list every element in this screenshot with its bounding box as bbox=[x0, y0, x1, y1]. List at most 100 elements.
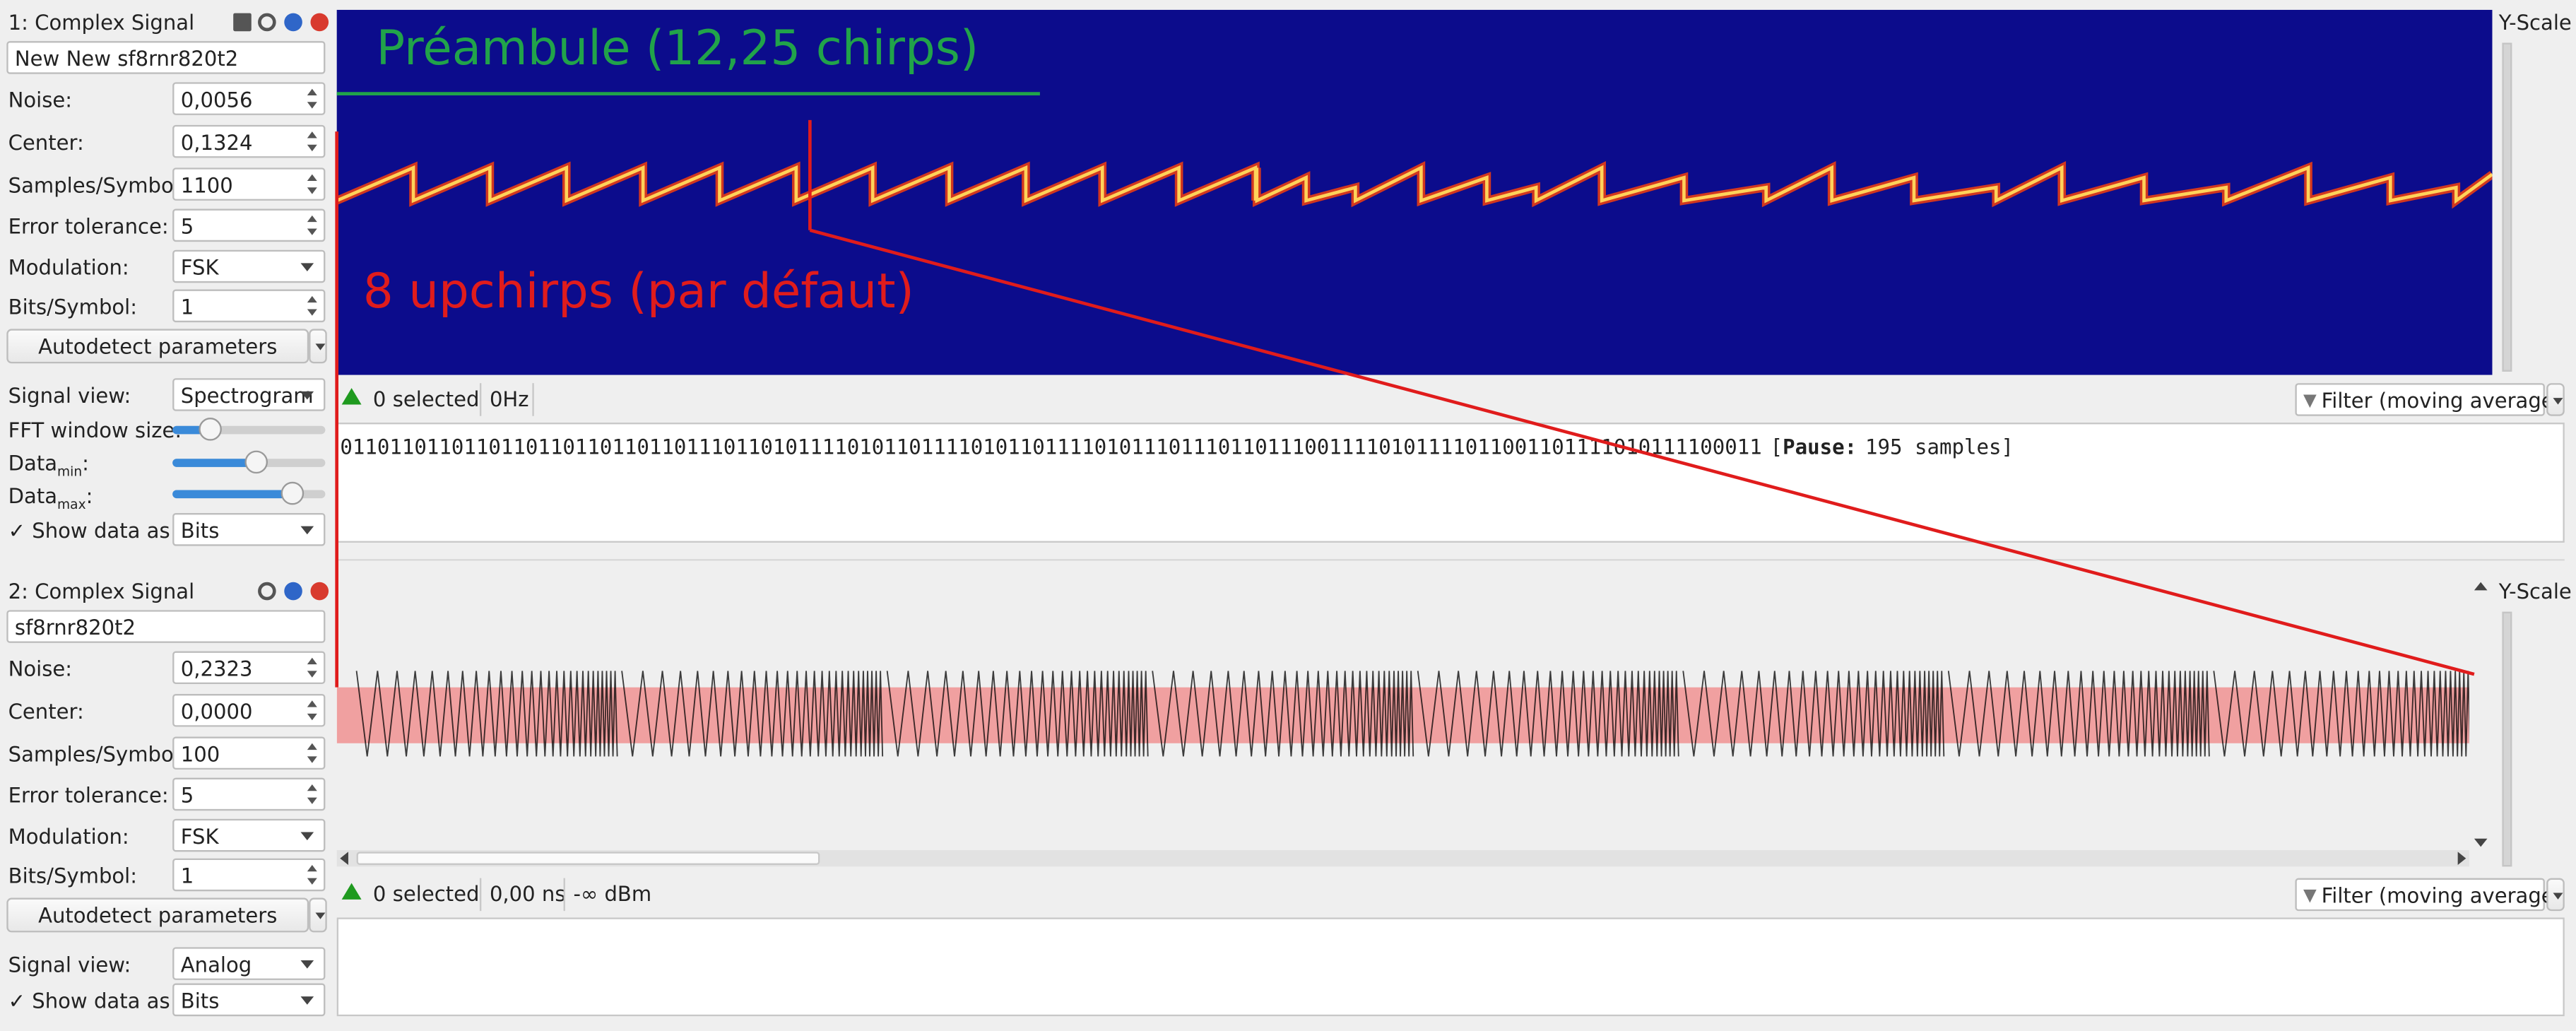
error-tolerance-spinbox[interactable]: 5 bbox=[172, 777, 326, 811]
signal2-bits-view[interactable] bbox=[336, 917, 2565, 1017]
waveform-segment bbox=[1417, 671, 1679, 757]
fft-window-slider[interactable] bbox=[172, 418, 326, 441]
horizontal-scrollbar[interactable] bbox=[336, 850, 2469, 867]
autodetect-parameters-button[interactable]: Autodetect parameters bbox=[6, 329, 309, 364]
center-spinbox[interactable]: 0,0000 bbox=[172, 693, 326, 727]
vertical-scrollbar[interactable] bbox=[2473, 579, 2489, 850]
scroll-down-icon[interactable] bbox=[2474, 838, 2488, 847]
bits-per-symbol-value: 1 bbox=[180, 294, 194, 319]
error-tolerance-value: 5 bbox=[180, 782, 194, 808]
filter-menu-button[interactable] bbox=[2546, 383, 2565, 416]
bits-per-symbol-label: Bits/Symbol: bbox=[8, 294, 138, 319]
spin-arrows-icon[interactable] bbox=[304, 293, 320, 319]
selection-duration: 0,00 ns bbox=[489, 881, 566, 907]
data-min-slider-fill bbox=[172, 459, 257, 467]
center-value: 0,1324 bbox=[180, 129, 253, 155]
noise-spinbox[interactable]: 0,0056 bbox=[172, 82, 326, 115]
filter-icon bbox=[2303, 889, 2317, 903]
info-icon[interactable] bbox=[284, 13, 302, 32]
spin-arrows-icon[interactable] bbox=[304, 781, 320, 807]
signal1-statusbar: 0 selected 0Hz Filter (moving average) bbox=[337, 383, 2566, 416]
scroll-right-icon[interactable] bbox=[2457, 852, 2466, 866]
info-icon[interactable] bbox=[284, 582, 302, 601]
arrow-up-icon[interactable] bbox=[341, 883, 362, 900]
samples-per-symbol-spinbox[interactable]: 100 bbox=[172, 736, 326, 770]
waveform-segment bbox=[886, 671, 1149, 757]
splitter[interactable] bbox=[336, 559, 2565, 561]
scroll-left-icon[interactable] bbox=[340, 852, 348, 866]
signal-view-label: Signal view: bbox=[8, 383, 131, 408]
waveform-segment bbox=[1947, 671, 2210, 757]
scroll-up-icon[interactable] bbox=[2474, 582, 2488, 591]
samples-per-symbol-spinbox[interactable]: 1100 bbox=[172, 167, 326, 201]
bits-per-symbol-label: Bits/Symbol: bbox=[8, 863, 138, 888]
close-icon[interactable] bbox=[310, 582, 329, 601]
fft-slider-fill bbox=[172, 425, 211, 435]
modulation-select[interactable]: FSK bbox=[172, 249, 326, 283]
spin-arrows-icon[interactable] bbox=[304, 86, 320, 112]
upchirps-pointer-line bbox=[809, 228, 2475, 676]
spin-arrows-icon[interactable] bbox=[304, 171, 320, 197]
spin-arrows-icon[interactable] bbox=[304, 129, 320, 155]
save-icon[interactable] bbox=[233, 13, 252, 32]
modulation-select[interactable]: FSK bbox=[172, 818, 326, 852]
show-data-select[interactable]: Bits bbox=[172, 983, 326, 1017]
spin-arrows-icon[interactable] bbox=[304, 697, 320, 724]
selection-power: -∞ dBm bbox=[573, 881, 652, 907]
signal-view-select[interactable]: Analog bbox=[172, 947, 326, 980]
signal1-name-field[interactable]: New New sf8rnr820t2 bbox=[6, 41, 326, 74]
analog-view[interactable] bbox=[336, 575, 2469, 849]
filter-button[interactable]: Filter (moving average) bbox=[2295, 383, 2562, 416]
selection-frequency: 0Hz bbox=[489, 386, 529, 411]
show-data-select[interactable]: Bits bbox=[172, 513, 326, 546]
fft-window-size-label: FFT window size: bbox=[8, 418, 182, 442]
selected-label: selected bbox=[392, 386, 480, 411]
y-scale-slider[interactable] bbox=[2502, 611, 2512, 867]
center-spinbox[interactable]: 0,1324 bbox=[172, 124, 326, 158]
y-scale-label: Y-Scale bbox=[2498, 579, 2572, 604]
close-icon[interactable] bbox=[310, 13, 329, 32]
data-max-slider[interactable] bbox=[172, 481, 326, 505]
fft-slider-handle[interactable] bbox=[199, 418, 223, 441]
error-tolerance-spinbox[interactable]: 5 bbox=[172, 208, 326, 242]
signal-view-value: Spectrogram bbox=[180, 383, 314, 408]
spin-arrows-icon[interactable] bbox=[304, 861, 320, 888]
spin-arrows-icon[interactable] bbox=[304, 740, 320, 766]
checkmark-icon: ✓ bbox=[8, 988, 26, 1013]
noise-value: 0,0056 bbox=[180, 87, 253, 112]
show-data-label: Show data as bbox=[32, 518, 170, 543]
autodetect-menu-button[interactable] bbox=[309, 329, 327, 364]
autodetect-parameters-button[interactable]: Autodetect parameters bbox=[6, 897, 309, 933]
modulation-label: Modulation: bbox=[8, 254, 129, 280]
signal1-bits-view[interactable]: 0110110110110110110110110110111011010111… bbox=[336, 423, 2565, 543]
signal2-name-field[interactable]: sf8rnr820t2 bbox=[6, 610, 326, 643]
noise-spinbox[interactable]: 0,2323 bbox=[172, 651, 326, 685]
signal-view-select[interactable]: Spectrogram bbox=[172, 378, 326, 411]
spin-arrows-icon[interactable] bbox=[304, 654, 320, 681]
spectrogram-view[interactable] bbox=[336, 9, 2493, 375]
center-label: Center: bbox=[8, 698, 84, 724]
data-max-label: Datamax: bbox=[8, 483, 93, 512]
pause-bracket: [ bbox=[1770, 434, 1783, 459]
autodetect-menu-button[interactable] bbox=[309, 897, 327, 933]
data-max-slider-handle[interactable] bbox=[280, 481, 304, 505]
arrow-up-icon[interactable] bbox=[341, 388, 362, 405]
scrollbar-thumb[interactable] bbox=[356, 852, 820, 866]
play-icon[interactable] bbox=[258, 13, 276, 32]
data-min-slider-handle[interactable] bbox=[244, 450, 268, 474]
signal-view-label: Signal view: bbox=[8, 952, 131, 977]
pause-value: 195 samples] bbox=[1865, 434, 2014, 459]
show-data-checkbox[interactable]: ✓ Show data as bbox=[8, 518, 170, 543]
bits-per-symbol-spinbox[interactable]: 1 bbox=[172, 858, 326, 892]
data-min-slider[interactable] bbox=[172, 450, 326, 474]
filter-button[interactable]: Filter (moving average) bbox=[2295, 878, 2562, 912]
filter-menu-button[interactable] bbox=[2546, 878, 2565, 912]
spectrogram-canvas bbox=[336, 160, 2493, 209]
show-data-checkbox[interactable]: ✓ Show data as bbox=[8, 989, 170, 1013]
upchirps-annotation: 8 upchirps (par défaut) bbox=[362, 263, 914, 319]
play-icon[interactable] bbox=[258, 582, 276, 601]
bits-per-symbol-spinbox[interactable]: 1 bbox=[172, 289, 326, 323]
spin-arrows-icon[interactable] bbox=[304, 212, 320, 238]
y-scale-slider[interactable] bbox=[2502, 42, 2512, 372]
